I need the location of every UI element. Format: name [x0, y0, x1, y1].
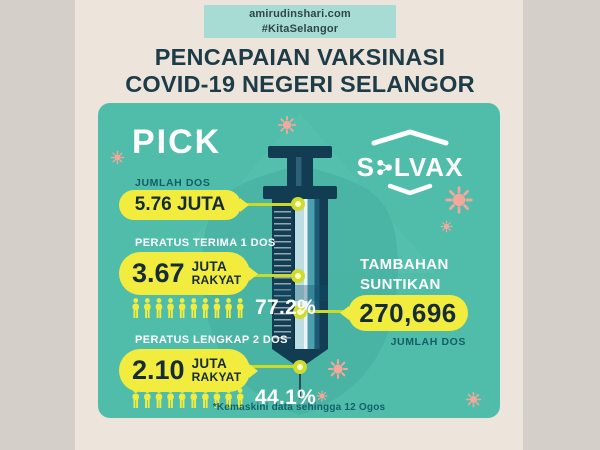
dose1-label-bold: 1 DOS — [240, 237, 276, 249]
badge-hashtag: #KitaSelangor — [261, 22, 339, 35]
booster-value: 270,696 — [348, 295, 468, 331]
dose1-percent: 77.2% — [255, 296, 317, 319]
logo-text-right: LVAX — [393, 152, 464, 182]
connector-dot — [291, 269, 305, 283]
syringe-liquid-band — [272, 285, 328, 301]
shield-chevron-down-icon — [387, 183, 433, 196]
update-footnote: *Kemaskini data sehingga 12 Ogos — [212, 402, 386, 413]
connector-line — [246, 274, 300, 277]
dose2-percent: 44.1% — [255, 386, 317, 409]
dose1-unit: JUTA RAKYAT — [191, 259, 242, 288]
total-doses-label: JUMLAH DOS — [135, 177, 211, 189]
syringe-flange — [263, 186, 337, 199]
connector-dot — [293, 360, 307, 374]
dose2-unit-top: JUTA — [191, 356, 228, 372]
dose2-value-pill: 2.10 JUTA RAKYAT — [119, 349, 250, 392]
selvax-logo: S LVAX — [346, 129, 474, 201]
dose2-label: PERATUS LENGKAP 2 DOS — [135, 334, 288, 346]
virus-icon — [110, 150, 125, 165]
dose2-pictograph-row: 44.1% — [131, 386, 316, 410]
virus-icon — [316, 390, 328, 402]
connector-line — [300, 310, 348, 313]
badge-website: amirudinshari.com — [249, 8, 351, 21]
connector-dot — [291, 197, 305, 211]
dose1-label-prefix: PERATUS TERIMA — [135, 237, 241, 249]
dose2-label-bold: 2 DOS — [252, 334, 288, 346]
title-line-1: PENCAPAIAN VAKSINASI — [154, 44, 446, 70]
syringe-plunger-handle — [268, 146, 332, 158]
dose1-number: 3.67 — [132, 258, 185, 288]
virus-icon — [327, 358, 349, 380]
connector-dot — [293, 305, 307, 319]
logo-text-left: S — [356, 152, 375, 182]
connector-line — [248, 365, 302, 368]
connector-line — [236, 203, 300, 206]
dose1-pictograph-row: 77.2% — [131, 296, 316, 320]
dose2-unit-bottom: RAKYAT — [191, 370, 242, 385]
program-heading: PICK — [132, 123, 222, 161]
booster-label-line1: TAMBAHAN — [360, 256, 449, 273]
stats-card: PICK JUMLAH DOS 5.76 JUTA PERATUS TERIMA… — [98, 103, 500, 418]
dose1-label: PERATUS TERIMA 1 DOS — [135, 237, 276, 249]
title-line-2: COVID-19 NEGERI SELANGOR — [125, 71, 475, 98]
page-title: PENCAPAIAN VAKSINASI COVID-19 NEGERI SEL… — [0, 44, 600, 98]
syringe-plunger-shaft — [287, 157, 313, 187]
dose2-number: 2.10 — [132, 355, 185, 385]
dose2-unit: JUTA RAKYAT — [191, 356, 242, 385]
dose1-unit-top: JUTA — [191, 259, 228, 275]
syringe-scale-ticks — [274, 211, 291, 343]
molecule-icon — [377, 159, 392, 176]
virus-icon — [440, 220, 453, 233]
syringe-needle — [299, 370, 301, 399]
site-badge: amirudinshari.com #KitaSelangor — [204, 5, 396, 38]
dose2-label-prefix: PERATUS LENGKAP — [135, 334, 253, 346]
booster-value-label: JUMLAH DOS — [390, 336, 466, 348]
virus-icon — [277, 115, 297, 135]
total-doses-value: 5.76 JUTA — [119, 190, 241, 220]
shield-chevron-up-icon — [371, 129, 449, 146]
dose1-unit-bottom: RAKYAT — [191, 273, 242, 288]
dose1-value-pill: 3.67 JUTA RAKYAT — [119, 252, 250, 295]
people-pictograph — [132, 297, 244, 318]
